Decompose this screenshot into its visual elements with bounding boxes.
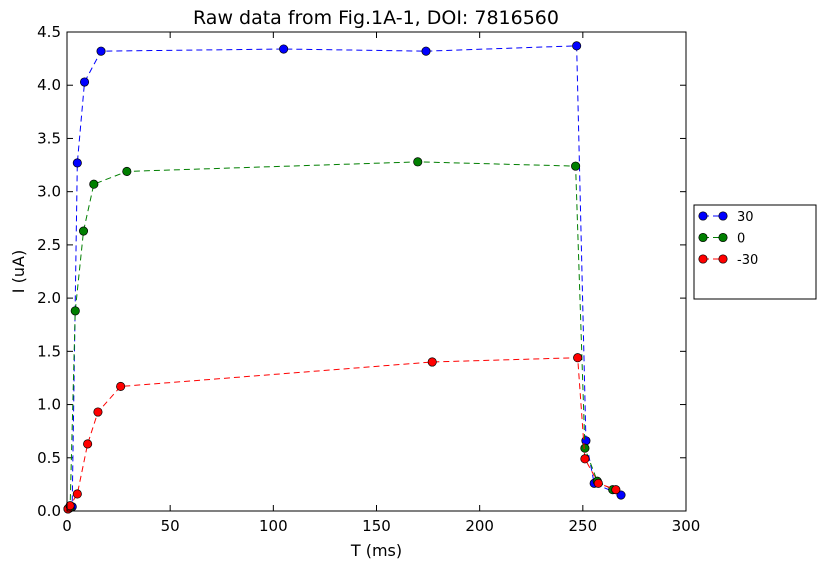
y-tick-label: 0.0 — [37, 502, 61, 520]
y-tick-label: 1.5 — [37, 342, 61, 360]
x-tick-label: 0 — [62, 517, 72, 535]
data-point — [413, 157, 423, 167]
data-point — [421, 46, 431, 56]
legend-label: 0 — [737, 232, 745, 247]
y-tick-label: 4.5 — [37, 23, 61, 41]
y-tick-label: 0.5 — [37, 449, 61, 467]
data-point — [572, 41, 582, 51]
series-line — [67, 45, 622, 510]
legend-marker — [698, 254, 708, 264]
y-axis: 0.0 0.5 1.0 1.5 2.0 2.5 3.0 3.5 4.0 4.5 — [37, 23, 686, 520]
series-2 — [63, 353, 621, 514]
data-point — [72, 158, 82, 168]
x-tick-label: 100 — [259, 517, 288, 535]
y-axis-title: I (uA) — [9, 250, 28, 293]
data-point — [573, 353, 583, 363]
chart-title: Raw data from Fig.1A-1, DOI: 7816560 — [193, 7, 559, 29]
x-tick-label: 250 — [569, 517, 598, 535]
data-point — [93, 407, 103, 417]
data-point — [65, 501, 75, 511]
data-point — [116, 381, 126, 392]
x-axis-title: T (ms) — [350, 541, 402, 560]
x-tick-label: 150 — [362, 517, 391, 535]
y-tick-label: 3.5 — [37, 129, 61, 147]
x-tick-label: 300 — [672, 517, 701, 535]
legend-label: -30 — [737, 253, 758, 268]
plot-area-frame — [66, 31, 687, 512]
y-tick-label: 2.5 — [37, 236, 61, 254]
data-point — [580, 443, 590, 453]
x-axis: 0 50 100 150 200 250 300 — [62, 32, 700, 535]
y-tick-label: 3.0 — [37, 183, 61, 201]
series-line — [67, 357, 617, 510]
legend: 30 0 -30 — [693, 204, 817, 300]
y-tick-label: 2.0 — [37, 289, 61, 307]
data-point — [122, 166, 132, 176]
legend-entry: 0 — [698, 232, 745, 247]
legend-marker — [698, 211, 708, 221]
data-point — [96, 46, 106, 56]
series-0 — [63, 41, 626, 514]
x-tick-label: 50 — [161, 517, 180, 535]
series-line — [67, 161, 613, 510]
data-point — [593, 478, 603, 488]
data-point — [79, 77, 90, 87]
legend-marker — [698, 232, 708, 243]
data-point — [70, 306, 80, 316]
x-tick-label: 200 — [465, 517, 494, 535]
data-point — [72, 489, 82, 499]
legend-entry: 30 — [698, 210, 754, 225]
legend-marker — [718, 232, 728, 243]
data-point — [279, 44, 289, 54]
data-point — [571, 161, 581, 171]
legend-entry: -30 — [698, 253, 758, 268]
y-tick-label: 4.0 — [37, 76, 61, 94]
data-point — [427, 357, 437, 367]
legend-marker — [718, 254, 728, 264]
data-point — [89, 179, 99, 189]
data-point — [611, 485, 621, 495]
y-tick-label: 1.0 — [37, 396, 61, 414]
data-point — [78, 226, 89, 236]
legend-marker — [718, 211, 728, 221]
data-point — [580, 454, 590, 464]
series-1 — [63, 157, 618, 514]
legend-label: 30 — [737, 210, 754, 225]
data-point — [83, 439, 93, 449]
plot-series — [63, 41, 626, 514]
legend-box — [693, 204, 817, 300]
